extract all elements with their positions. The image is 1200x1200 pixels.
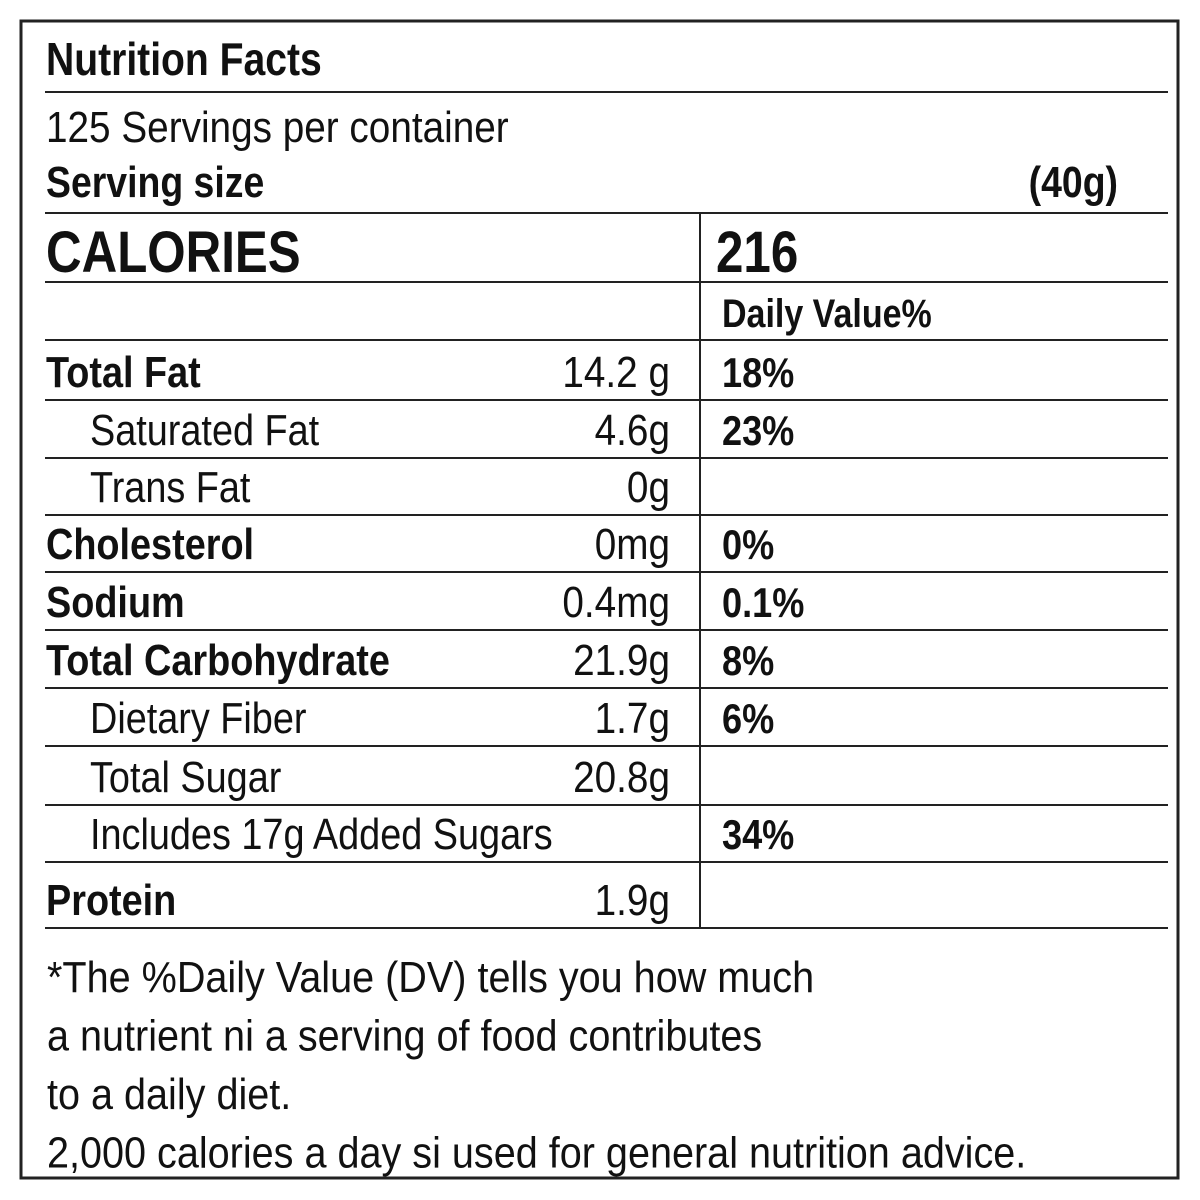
servings: 125 Servings per container [46,102,509,152]
daily-value: 23% [722,409,794,455]
footnote-line: a nutrient ni a serving of food contribu… [47,1011,762,1060]
nutrient-amount: 4.6g [595,405,670,455]
outer-border [19,19,1180,1180]
calories-value: 216 [716,220,798,285]
nutrient-name: Protein [46,875,176,924]
daily-value: 0% [722,523,774,569]
dv-header: Daily Value% [722,290,932,335]
nutrient-name: Sodium [46,577,185,626]
serving-size-label: Serving size [46,157,264,207]
title: Nutrition Facts [46,34,322,86]
nutrient-name: Trans Fat [90,462,251,511]
serving-size: (40g) [1029,157,1118,207]
nutrient-amount: 0.4mg [562,577,670,627]
daily-value: 34% [722,813,794,859]
nutrient-name: Total Sugar [90,752,281,801]
nutrient-name: Saturated Fat [90,405,320,454]
nutrient-name: Includes 17g Added Sugars [90,809,553,858]
daily-value: 8% [722,639,774,685]
daily-value: 18% [722,351,794,397]
nutrient-amount: 0mg [595,519,670,569]
nutrient-amount: 1.7g [595,693,670,743]
nutrient-amount: 0g [627,462,670,512]
nutrient-amount: 20.8g [573,752,670,802]
nutrient-name: Cholesterol [46,519,254,568]
nutrient-amount: 14.2 g [562,347,670,397]
footnote-line: 2,000 calories a day si used for general… [47,1128,1026,1177]
daily-value: 6% [722,697,774,743]
nutrient-amount: 21.9g [573,635,670,685]
nutrient-name: Total Carbohydrate [46,635,390,684]
nutrient-name: Dietary Fiber [90,693,306,742]
daily-value: 0.1% [722,581,804,627]
calories-label: CALORIES [46,220,301,285]
footnote-line: to a daily diet. [47,1069,291,1118]
nutrient-name: Total Fat [46,347,201,396]
nutrient-amount: 1.9g [595,875,670,925]
footnote-line: *The %Daily Value (DV) tells you how muc… [47,952,814,1001]
